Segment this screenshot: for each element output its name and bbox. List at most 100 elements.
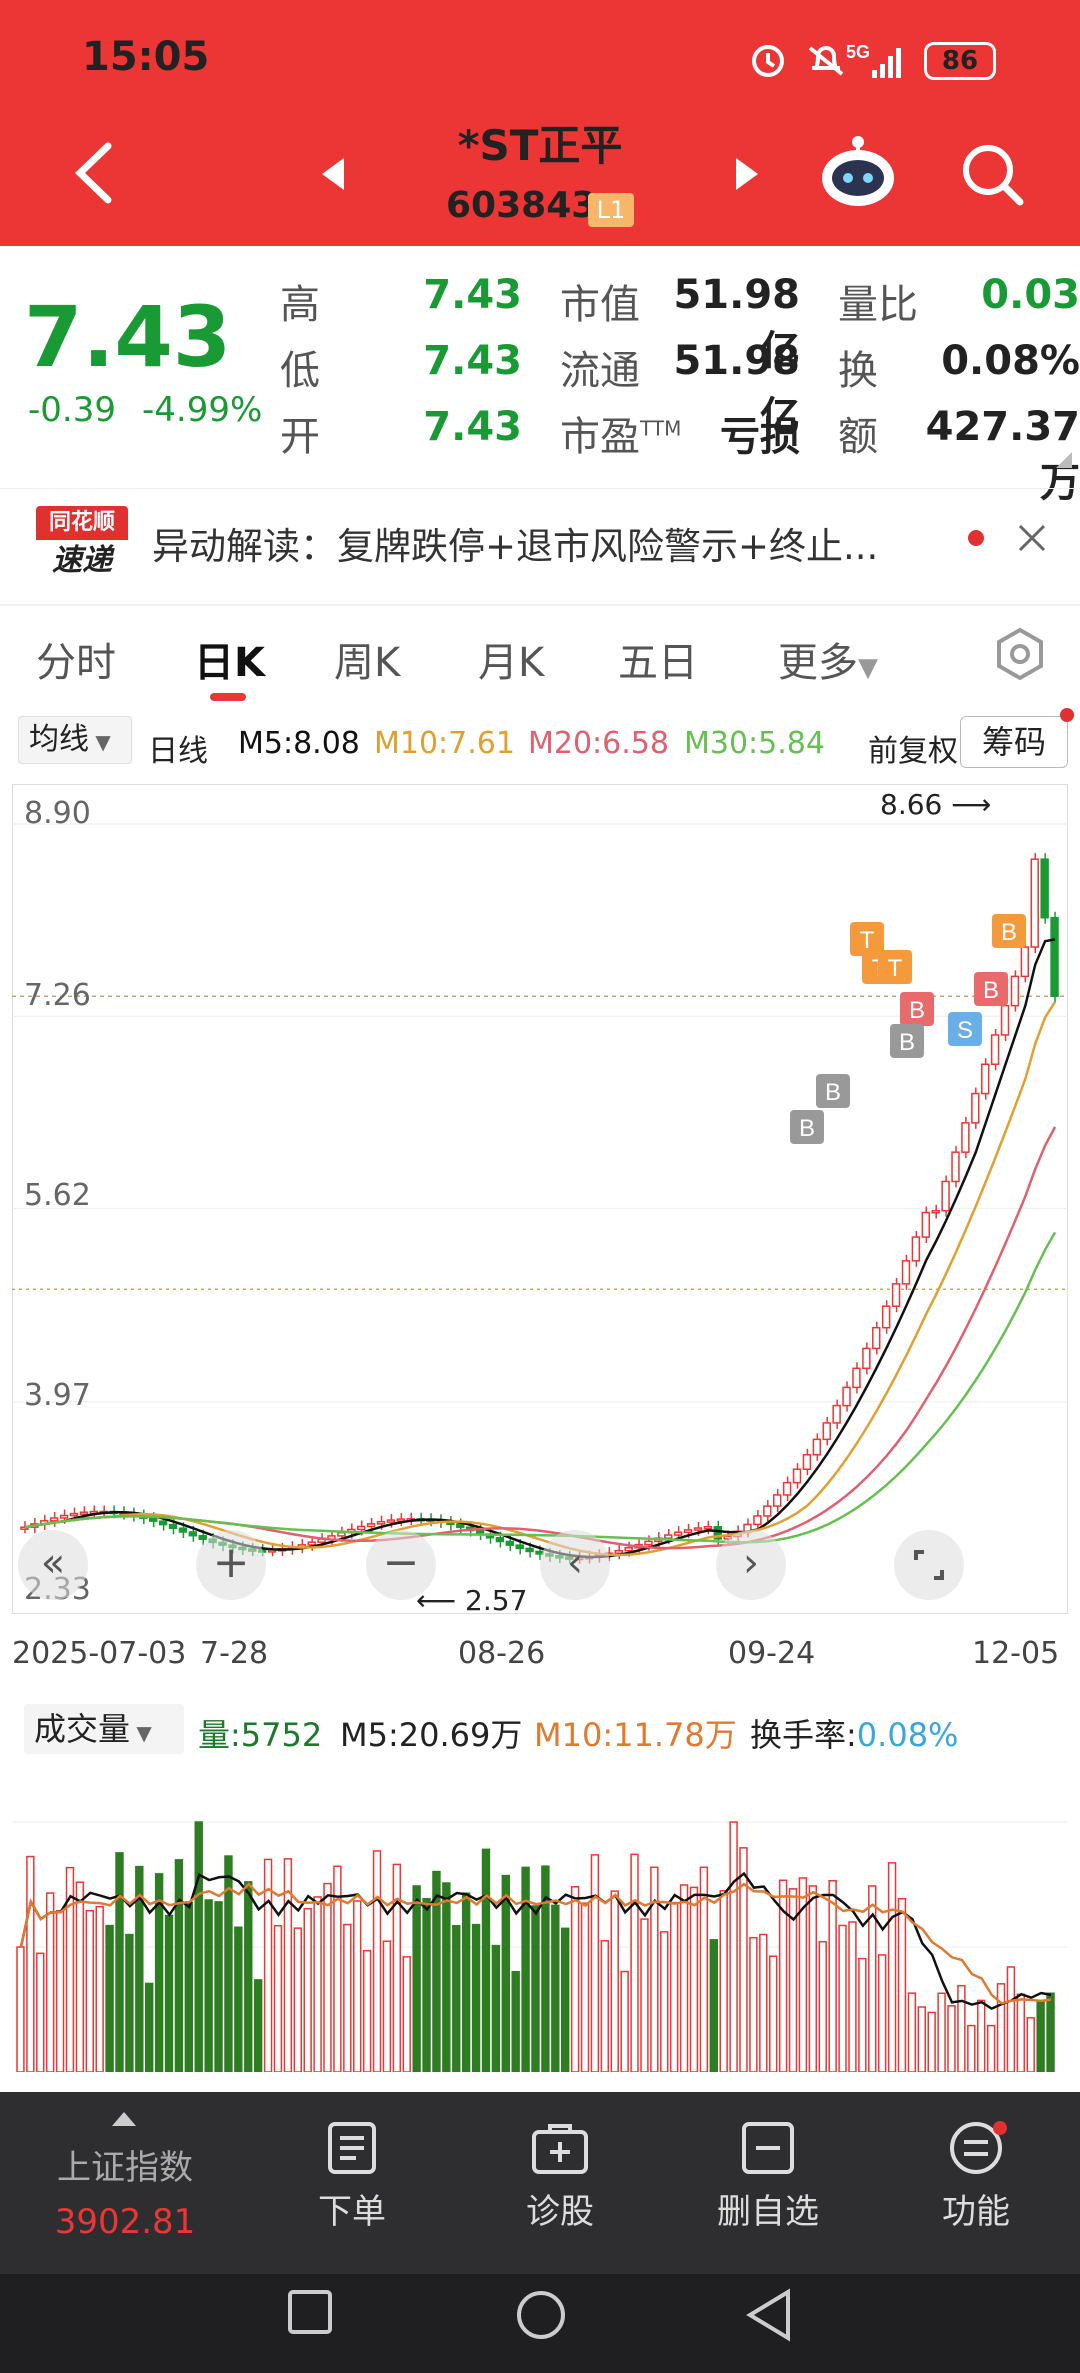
signal-badge: B	[974, 972, 1008, 1006]
scroll-right-icon[interactable]: ›	[716, 1530, 786, 1600]
candle-body	[456, 1523, 465, 1528]
close-icon[interactable]	[1016, 522, 1048, 554]
order-icon[interactable]	[324, 2120, 380, 2176]
candle-body	[1040, 858, 1049, 919]
volume-bar	[640, 1918, 649, 2072]
volume-bar	[1036, 2001, 1045, 2072]
tab-monthly-k[interactable]: 月K	[478, 640, 545, 686]
settings-icon[interactable]	[992, 626, 1048, 682]
remove-watchlist-icon[interactable]	[740, 2120, 796, 2176]
candle-body	[664, 1534, 673, 1539]
candle-body	[188, 1531, 198, 1537]
pe-ttm-sup: TTM	[640, 416, 682, 441]
candle-body	[495, 1537, 505, 1543]
mktcap-value: 51.98亿	[673, 272, 800, 374]
volume-bar	[323, 1882, 332, 2072]
volume-bar	[65, 1866, 75, 2072]
recent-apps-icon[interactable]	[286, 2288, 336, 2338]
volume-bar	[838, 1924, 847, 2072]
candle-body	[872, 1326, 881, 1350]
volume-bar	[828, 1879, 837, 2072]
candle-body	[792, 1468, 802, 1484]
search-icon[interactable]	[958, 140, 1028, 210]
diagnose-icon[interactable]	[530, 2120, 590, 2176]
header-bar	[0, 0, 1080, 246]
back-nav-icon[interactable]	[744, 2288, 794, 2342]
home-icon[interactable]	[514, 2288, 568, 2342]
rewind-icon[interactable]: «	[18, 1530, 88, 1600]
volume-bar	[769, 1955, 778, 2072]
candle-body	[961, 1122, 970, 1153]
chips-button[interactable]: 筹码	[960, 716, 1068, 768]
turnover-value: 0.08%	[941, 338, 1080, 384]
tab-more[interactable]: 更多▼	[778, 640, 878, 686]
volume-bar	[481, 1848, 491, 2072]
tab-five-day[interactable]: 五日	[618, 640, 698, 686]
news-logo: 同花顺 速递	[36, 506, 128, 582]
volume-bar	[709, 1939, 718, 2072]
news-text[interactable]: 异动解读：复牌跌停+退市风险警示+终止...	[152, 525, 879, 568]
unread-dot	[968, 530, 984, 546]
zoom-in-icon[interactable]: +	[196, 1530, 266, 1600]
volume-bar	[541, 1865, 550, 2072]
candle-body	[931, 1210, 940, 1214]
news-banner[interactable]	[0, 488, 1080, 604]
candle-body	[951, 1151, 960, 1183]
zoom-out-icon[interactable]: −	[366, 1530, 436, 1600]
candle-body	[307, 1541, 316, 1546]
candle-body	[981, 1063, 990, 1095]
x-tick-label: 08-26	[458, 1636, 546, 1671]
index-name[interactable]: 上证指数	[57, 2148, 193, 2188]
ma30-value: M30:5.84	[684, 726, 825, 761]
volume-bar	[689, 1886, 699, 2072]
volume-bar	[877, 1954, 887, 2072]
candle-body	[624, 1547, 633, 1552]
nav-remove-watchlist[interactable]: 删自选	[717, 2192, 819, 2232]
expand-up-icon[interactable]	[110, 2110, 138, 2128]
next-stock-icon[interactable]	[730, 154, 764, 194]
nav-order[interactable]: 下单	[318, 2192, 386, 2232]
signal-badge: B	[890, 1024, 924, 1058]
candle-body	[1050, 917, 1059, 998]
nav-diagnose[interactable]: 诊股	[526, 2192, 594, 2232]
tab-daily-k[interactable]: 日K	[194, 640, 265, 686]
candle-body	[852, 1367, 861, 1389]
kline-chart-frame[interactable]	[12, 784, 1068, 1614]
volume-bar	[372, 1850, 382, 2072]
tab-weekly-k[interactable]: 周K	[334, 640, 401, 686]
scroll-left-icon[interactable]: ‹	[540, 1530, 610, 1600]
ma-select[interactable]: 均线 ▼	[18, 716, 132, 764]
candle-body	[1020, 946, 1030, 978]
y-tick-label: 8.90	[24, 796, 91, 831]
low-value: 7.43	[423, 338, 522, 384]
float-value: 51.98亿	[673, 338, 800, 440]
volume-bar	[927, 2011, 936, 2072]
prev-stock-icon[interactable]	[316, 154, 350, 194]
volume-bar	[224, 1855, 233, 2072]
back-icon[interactable]	[70, 140, 120, 206]
nav-function[interactable]: 功能	[942, 2192, 1010, 2232]
volume-bar	[679, 1884, 689, 2072]
volume-bar	[848, 1921, 857, 2072]
function-icon[interactable]	[948, 2120, 1008, 2176]
fullscreen-icon[interactable]	[894, 1530, 964, 1600]
chips-dot	[1060, 708, 1074, 722]
tab-intraday[interactable]: 分时	[36, 640, 116, 686]
volume-chart[interactable]	[12, 1762, 1068, 2072]
robot-assistant-icon[interactable]	[818, 132, 898, 212]
volume-bar	[432, 1870, 441, 2072]
volume-bar	[650, 1866, 659, 2072]
candle-body	[198, 1534, 207, 1540]
kline-chart[interactable]: TTTSBBBBBB	[12, 784, 1068, 1614]
volume-select[interactable]: 成交量 ▼	[24, 1704, 184, 1754]
status-icons: 5G	[752, 42, 901, 78]
volume-bar	[660, 1931, 669, 2072]
candle-body	[842, 1386, 851, 1407]
volume-bar	[739, 1847, 748, 2072]
volume-bar	[95, 1905, 104, 2072]
candle-body	[703, 1526, 713, 1530]
adjust-label[interactable]: 前复权	[868, 734, 958, 769]
volume-bar	[551, 1904, 560, 2072]
volume-bar	[630, 1853, 639, 2072]
mktcap-label: 市值	[560, 282, 640, 328]
